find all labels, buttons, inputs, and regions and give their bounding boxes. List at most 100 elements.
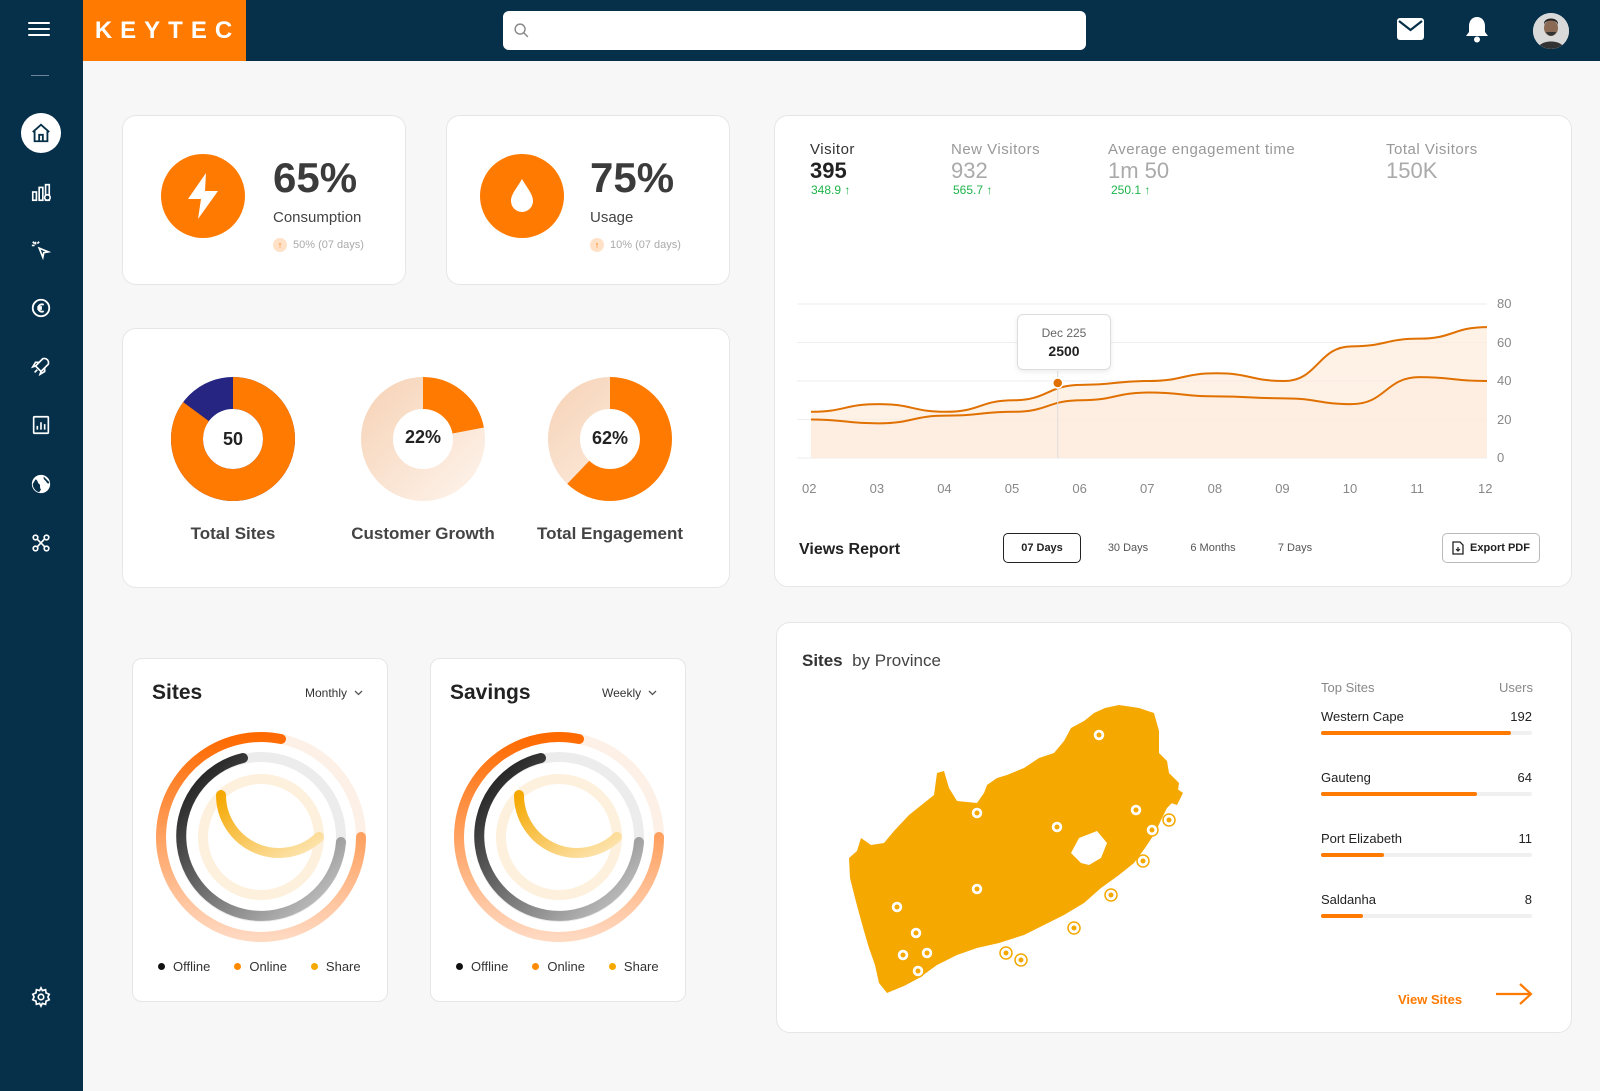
search-icon bbox=[514, 23, 529, 38]
users-header: Users bbox=[1499, 680, 1533, 695]
sites-panel-title: Sites bbox=[152, 681, 203, 704]
drop-icon bbox=[480, 154, 564, 238]
kpi-visitor-label: Visitor bbox=[810, 141, 855, 158]
arrow-up-icon: ↑ bbox=[590, 238, 604, 252]
x-tick-label: 12 bbox=[1478, 481, 1493, 496]
tooltip-title: Dec 225 bbox=[1041, 326, 1087, 340]
savings-rings-chart bbox=[454, 732, 664, 942]
site-users: 8 bbox=[1524, 892, 1532, 907]
site-bar-track bbox=[1321, 853, 1532, 857]
y-tick-label: 0 bbox=[1497, 450, 1505, 465]
tooltip-value: 2500 bbox=[1048, 343, 1080, 359]
tab-30-days[interactable]: 30 Days bbox=[1107, 542, 1149, 554]
chevron-down-icon bbox=[648, 690, 657, 696]
chevron-down-icon bbox=[354, 690, 363, 696]
home-icon[interactable] bbox=[21, 113, 61, 153]
legend-online: Online bbox=[532, 959, 585, 974]
chart-tooltip: Dec 225 2500 bbox=[1017, 314, 1111, 370]
y-tick-label: 80 bbox=[1497, 296, 1512, 311]
sites-period-select[interactable]: Monthly bbox=[305, 686, 363, 700]
export-pdf-label: Export PDF bbox=[1470, 542, 1530, 554]
analytics-icon[interactable] bbox=[21, 172, 61, 212]
top-sites-header: Top Sites bbox=[1321, 680, 1375, 695]
lightning-icon bbox=[161, 154, 245, 238]
site-name: Western Cape bbox=[1321, 709, 1404, 724]
sites-rings-chart bbox=[156, 732, 366, 942]
view-sites-link[interactable]: View Sites bbox=[1398, 992, 1463, 1007]
usage-sub: ↑ 10% (07 days) bbox=[590, 238, 681, 252]
legend-online: Online bbox=[234, 959, 287, 974]
report-icon[interactable] bbox=[21, 405, 61, 445]
total-engagement-label: Total Engagement bbox=[536, 524, 684, 543]
customer-growth-value: 22% bbox=[404, 427, 442, 447]
sidebar-divider bbox=[31, 75, 49, 76]
y-tick-label: 60 bbox=[1497, 334, 1512, 350]
kpi-engagement-label: Average engagement time bbox=[1108, 141, 1296, 158]
site-users: 11 bbox=[1518, 831, 1533, 846]
consumption-value: 65% bbox=[273, 154, 358, 201]
savings-panel: Savings Weekly Offline Online Share bbox=[430, 658, 686, 1002]
donuts-card: 50 Total Sites 22% Customer Growth 62% T… bbox=[122, 328, 730, 588]
legend-share: Share bbox=[310, 959, 361, 974]
mail-icon[interactable] bbox=[1397, 18, 1424, 40]
search-box[interactable] bbox=[503, 11, 1086, 50]
usage-label: Usage bbox=[590, 209, 634, 226]
province-title-bold: Sites bbox=[802, 651, 843, 670]
hover-point[interactable] bbox=[1051, 377, 1064, 389]
site-bar-fill bbox=[1321, 853, 1385, 857]
rocket-icon[interactable] bbox=[21, 346, 61, 386]
savings-period-value: Weekly bbox=[602, 686, 642, 700]
legend-offline: Offline bbox=[158, 959, 210, 974]
x-tick-label: 06 bbox=[1072, 481, 1087, 496]
kpi-new-visitors-delta: 565.7 ↑ bbox=[953, 183, 993, 197]
usage-card: 75% Usage ↑ 10% (07 days) bbox=[446, 115, 730, 285]
legend-offline: Offline bbox=[456, 959, 508, 974]
savings-period-select[interactable]: Weekly bbox=[602, 686, 657, 700]
site-bar-fill bbox=[1321, 914, 1364, 918]
kpi-total-visitors-label: Total Visitors bbox=[1386, 141, 1478, 158]
total-sites-label: Total Sites bbox=[190, 524, 276, 543]
kpi-new-visitors-label: New Visitors bbox=[951, 141, 1041, 158]
series-line bbox=[810, 326, 1488, 413]
x-tick-label: 03 bbox=[869, 481, 885, 496]
arrow-up-icon: ↑ bbox=[273, 238, 287, 252]
consumption-sub-text: 50% (07 days) bbox=[293, 239, 364, 251]
euro-icon[interactable] bbox=[21, 288, 61, 328]
arrow-right-icon[interactable] bbox=[1495, 982, 1533, 1006]
total-sites-value: 50 bbox=[222, 429, 244, 449]
site-bar-track bbox=[1321, 731, 1532, 735]
sites-panel: Sites Monthly Offline Online Share bbox=[132, 658, 388, 1002]
globe-icon[interactable] bbox=[21, 464, 61, 504]
consumption-card: 65% Consumption ↑ 50% (07 days) bbox=[122, 115, 406, 285]
avatar[interactable] bbox=[1533, 13, 1569, 49]
bell-icon[interactable] bbox=[1465, 16, 1489, 43]
kpi-visitor-value: 395 bbox=[810, 158, 847, 183]
sites-period-value: Monthly bbox=[305, 686, 348, 700]
kpi-new-visitors-value: 932 bbox=[951, 158, 988, 183]
network-icon[interactable] bbox=[21, 523, 61, 563]
savings-legend: Offline Online Share bbox=[456, 959, 659, 974]
top-bar: KEYTEC bbox=[83, 0, 1600, 61]
brand-logo[interactable]: KEYTEC bbox=[83, 0, 246, 61]
y-tick-label: 40 bbox=[1497, 373, 1512, 388]
site-bar-fill bbox=[1321, 731, 1511, 735]
series-line bbox=[810, 376, 1488, 425]
series-area bbox=[811, 377, 1487, 458]
x-tick-label: 08 bbox=[1207, 481, 1223, 496]
total-sites-donut bbox=[171, 377, 295, 501]
views-report-title: Views Report bbox=[799, 541, 901, 558]
sidebar bbox=[0, 0, 83, 1091]
x-tick-label: 07 bbox=[1140, 481, 1155, 496]
tab-7-days[interactable]: 7 Days bbox=[1277, 542, 1313, 554]
kpi-visitor-delta: 348.9 ↑ bbox=[811, 183, 851, 197]
site-users: 192 bbox=[1510, 709, 1532, 724]
kpi-engagement-delta: 250.1 ↑ bbox=[1111, 183, 1151, 197]
gear-icon[interactable] bbox=[21, 977, 61, 1017]
search-input[interactable] bbox=[539, 11, 1079, 50]
cursor-icon[interactable] bbox=[21, 230, 61, 270]
menu-icon[interactable] bbox=[28, 22, 50, 40]
site-name: Saldanha bbox=[1321, 892, 1376, 907]
export-pdf-button[interactable]: Export PDF bbox=[1442, 533, 1540, 563]
tab-07-days[interactable]: 07 Days bbox=[1003, 533, 1081, 563]
tab-6-months[interactable]: 6 Months bbox=[1190, 542, 1236, 554]
